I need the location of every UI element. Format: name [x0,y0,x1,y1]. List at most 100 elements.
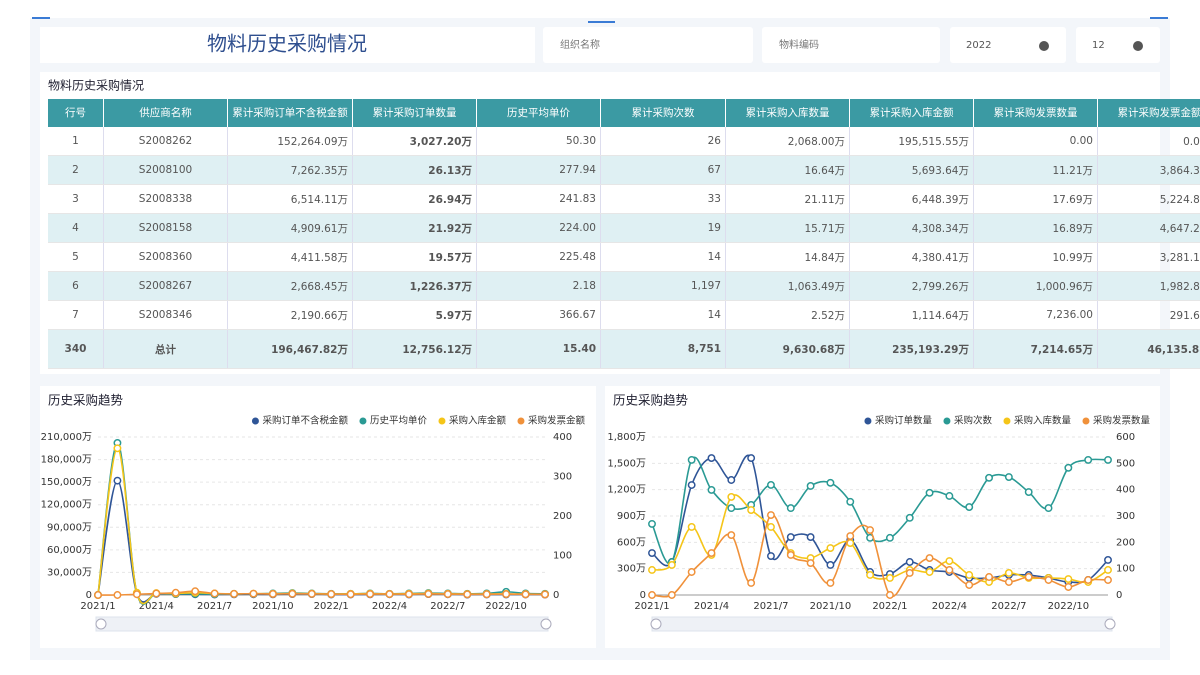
table-cell: 26.94万 [352,184,477,214]
y-tick-label: 180,000万 [41,455,92,466]
zoom-handle[interactable] [650,618,662,630]
filter-value: 2022 [966,40,991,51]
data-point [747,579,756,587]
table-cell: 1,063.49万 [725,271,850,301]
data-point [230,589,238,598]
y2-tick-label: 400 [553,432,572,443]
table-cell: 366.67 [476,300,601,330]
table-cell: 2,799.26万 [849,271,974,301]
table-cell: 5,693.64万 [849,155,974,185]
table-cell: 2.18 [476,271,601,301]
zoom-handle[interactable] [1104,618,1116,630]
data-point [925,488,934,497]
data-point [648,519,656,528]
clear-icon[interactable] [1039,41,1049,51]
data-point [443,590,452,599]
filter-placeholder: 物料编码 [779,38,819,51]
x-tick-label: 2022/1 [872,601,907,612]
data-point [727,493,736,501]
data-point [806,482,815,490]
data-point [94,591,102,599]
data-point [767,480,775,489]
table-cell: S2008360 [103,242,228,272]
table-cell: S2008262 [103,127,228,156]
table-cell: 21.92万 [352,213,477,243]
data-point [648,591,656,599]
y-tick-label: 900万 [617,511,646,522]
data-point [846,532,855,540]
table-cell: 4,647.28万 [1097,213,1200,243]
data-point [1024,488,1033,496]
month-filter[interactable] [1076,27,1160,63]
data-point [327,590,336,599]
y2-tick-label: 200 [1116,537,1135,548]
data-point [385,590,394,599]
table-title: 物料历史采购情况 [48,78,144,93]
column-header: 累计采购次数 [600,99,726,127]
legend-marker [517,417,525,425]
y2-tick-label: 0 [1116,590,1122,601]
zoom-handle[interactable] [95,618,107,630]
code-filter[interactable] [762,27,940,63]
table-cell: 1 [48,127,104,156]
table-cell: 2 [48,155,104,185]
data-point [1064,463,1073,472]
data-point [826,579,835,587]
x-tick-label: 2022/7 [430,601,465,612]
table-cell: S2008346 [103,300,228,330]
legend-marker [1003,417,1011,425]
data-point [463,590,472,599]
clear-icon[interactable] [1133,41,1143,51]
data-point [687,455,696,464]
data-point [965,503,974,511]
legend-marker [359,417,367,425]
y-tick-label: 300万 [617,564,646,575]
data-point [1004,578,1013,586]
table-cell: 12,756.12万 [352,329,477,369]
chart-panel [40,386,596,648]
y2-tick-label: 600 [1116,432,1135,443]
data-point [985,573,993,581]
legend-label: 采购发票数量 [1093,415,1151,427]
table-cell: S2008100 [103,155,228,185]
data-point [648,566,656,574]
data-point [1104,576,1112,584]
zoom-slider[interactable] [651,616,1113,632]
legend-marker [864,417,872,425]
table-cell: 16.64万 [725,155,850,185]
zoom-handle[interactable] [540,618,552,630]
data-point [288,589,297,598]
x-tick-label: 2021/7 [753,601,788,612]
data-point [482,590,491,599]
header-row: 行号 供应商名称 累计采购订单不含税金额 累计采购订单数量 历史平均单价 累计采购次数 累计… [48,99,1200,127]
table-cell: 8,751 [600,329,726,369]
data-point [521,590,530,599]
zoom-slider[interactable] [95,616,549,632]
column-header: 历史平均单价 [476,99,601,127]
data-point [346,590,355,599]
data-point [191,587,200,596]
y2-tick-label: 300 [1116,511,1135,522]
table-row: 2 S2008100 7,262.35万 26.13万 277.94 67 16.64万 5,… [48,155,1200,185]
year-filter[interactable] [950,27,1066,63]
table-cell: 1,114.64万 [849,300,974,330]
table-cell: 21.11万 [725,184,850,214]
legend-label: 采购入库金额 [449,415,507,427]
x-tick-label: 2021/7 [197,601,232,612]
org-filter[interactable] [543,27,753,63]
y2-tick-label: 200 [553,511,572,522]
data-point [905,513,914,522]
data-table: 行号 供应商名称 累计采购订单不含税金额 累计采购订单数量 历史平均单价 累计采购次数 累计… [48,99,1200,369]
data-point [1104,566,1112,574]
y-tick-label: 1,500万 [607,458,646,469]
table-cell: 0.00万 [1097,127,1200,156]
x-tick-label: 2021/4 [139,601,174,612]
y2-tick-label: 500 [1116,458,1135,469]
y2-tick-label: 100 [553,551,572,562]
table-cell: 2,668.45万 [227,271,353,301]
data-point [727,531,736,539]
column-header: 供应商名称 [103,99,228,127]
y-tick-label: 90,000万 [47,522,92,533]
table-cell: 291.68万 [1097,300,1200,330]
data-point [1004,473,1013,481]
